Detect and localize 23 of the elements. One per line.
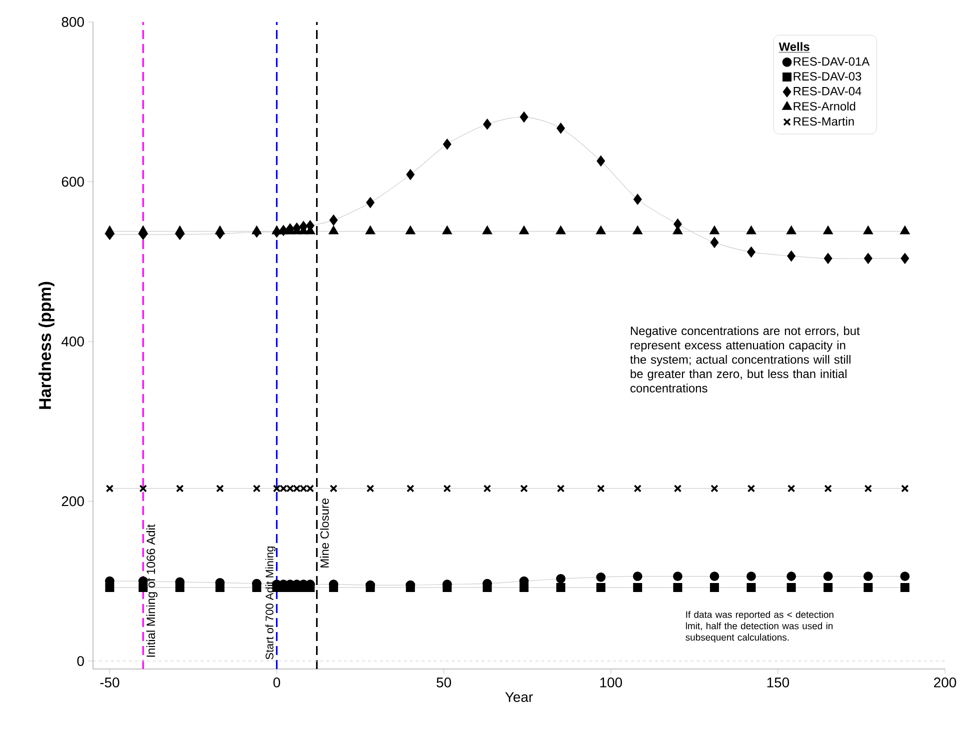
y-tick-label: 400 (62, 336, 84, 346)
legend-label: RES-Arnold (794, 102, 856, 111)
x-axis-title: Year (505, 692, 533, 702)
annotation: Negative concentrations are not errors, but represent excess attenuation capacity in the system; actual concentrations will still be greater than zero, but less than initial concentrations (630, 326, 860, 392)
ref-line-label: Initial Mining of 1066 Adit (146, 524, 158, 657)
x-tick-label: -50 (100, 678, 120, 688)
y-tick-label: 200 (62, 496, 84, 506)
y-tick-label: 0 (77, 656, 84, 666)
legend-label: RES-DAV-03 (794, 72, 862, 81)
legend-label: RES-DAV-01A (794, 57, 870, 66)
legend-label: RES-DAV-04 (794, 86, 862, 96)
x-tick-label: 150 (767, 678, 790, 688)
y-tick-label: 800 (62, 17, 84, 27)
x-tick-label: 0 (273, 678, 280, 688)
x-tick-label: 200 (934, 678, 956, 688)
legend-label: RES-Martin (794, 116, 854, 126)
annotation: If data was reported as < detection lmit, half the detection was used in subsequent calculations. (686, 610, 834, 643)
legend-title: Wells (778, 42, 810, 51)
x-tick-label: 100 (600, 678, 622, 688)
y-axis-title: Hardness (ppm) (38, 282, 54, 409)
x-tick-label: 50 (436, 678, 452, 688)
ref-line-label: Mine Closure (320, 498, 329, 568)
y-tick-label: 600 (62, 176, 84, 187)
